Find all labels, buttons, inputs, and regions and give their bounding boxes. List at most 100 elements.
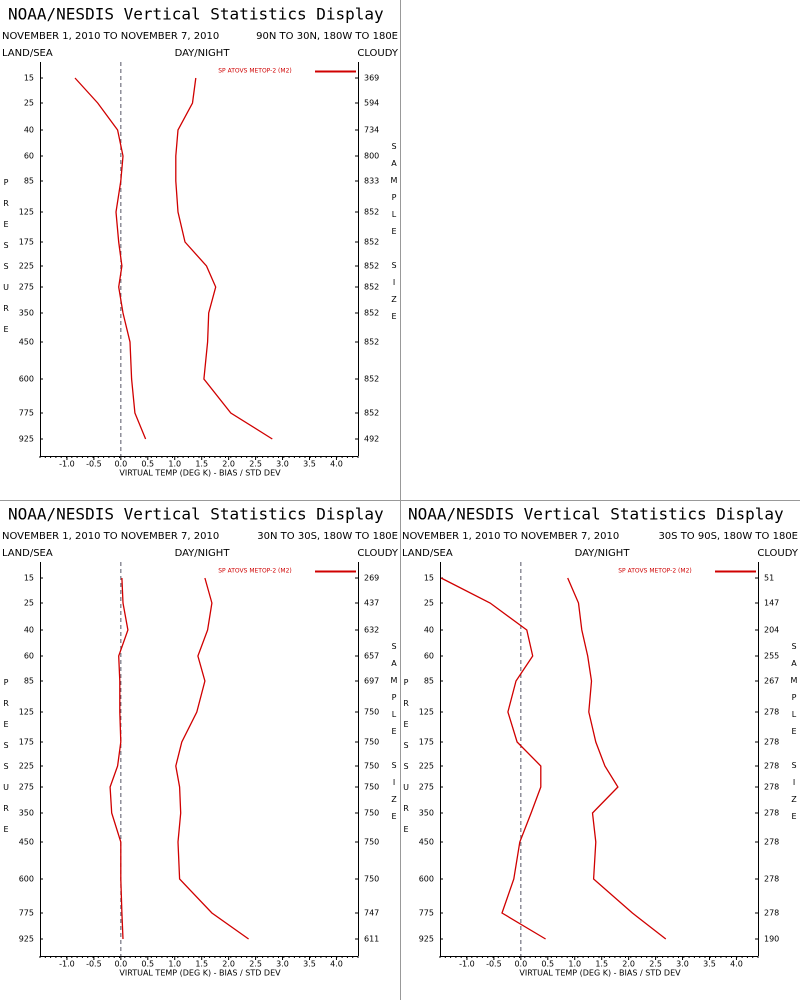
land-sea-label: LAND/SEA bbox=[2, 548, 53, 559]
x-tick-label: 3.5 bbox=[303, 460, 316, 469]
x-tick-label: -0.5 bbox=[86, 460, 102, 469]
sample-size: 852 bbox=[364, 238, 379, 247]
sample-size: 147 bbox=[764, 599, 779, 608]
sample-size: 750 bbox=[364, 809, 379, 818]
sample-size: 594 bbox=[364, 99, 379, 108]
y-tick-label: 600 bbox=[419, 875, 434, 884]
sample-size: 852 bbox=[364, 283, 379, 292]
sample-size: 255 bbox=[764, 652, 779, 661]
sample-size: 269 bbox=[364, 574, 379, 583]
chart-subtitle: NOVEMBER 1, 2010 TO NOVEMBER 7, 2010 bbox=[402, 531, 619, 542]
y-tick-label: 40 bbox=[424, 626, 434, 635]
x-tick-label: 3.0 bbox=[276, 460, 289, 469]
sample-size: 492 bbox=[364, 435, 379, 444]
y-tick-label: 15 bbox=[24, 74, 34, 83]
x-tick-label: 1.0 bbox=[168, 460, 181, 469]
sample-size: 852 bbox=[364, 375, 379, 384]
x-tick-label: 0.5 bbox=[141, 960, 154, 969]
y-tick-label: 925 bbox=[19, 935, 34, 944]
y-tick-label: 25 bbox=[24, 599, 34, 608]
x-tick-label: 4.0 bbox=[330, 960, 343, 969]
y-tick-label: 175 bbox=[19, 738, 34, 747]
y-tick-label: 60 bbox=[24, 152, 34, 161]
y-tick-label: 225 bbox=[419, 762, 434, 771]
x-axis-title: VIRTUAL TEMP (DEG K) - BIAS / STD DEV bbox=[519, 969, 681, 978]
x-tick-label: 3.5 bbox=[303, 960, 316, 969]
chart-title: NOAA/NESDIS Vertical Statistics Display bbox=[8, 5, 384, 24]
x-tick-label: 2.5 bbox=[249, 960, 262, 969]
y-tick-label: 450 bbox=[19, 338, 34, 347]
chart-region: 30S TO 90S, 180W TO 180E bbox=[658, 531, 798, 542]
sample-size: 278 bbox=[764, 875, 779, 884]
chart-subtitle: NOVEMBER 1, 2010 TO NOVEMBER 7, 2010 bbox=[2, 531, 219, 542]
x-tick-label: 2.5 bbox=[249, 460, 262, 469]
day-night-label: DAY/NIGHT bbox=[575, 548, 631, 559]
x-tick-label: -1.0 bbox=[59, 960, 75, 969]
legend-label: SP ATOVS METOP-2 (M2) bbox=[218, 568, 291, 575]
x-tick-label: 0.0 bbox=[114, 960, 127, 969]
sample-size: 750 bbox=[364, 708, 379, 717]
chart-region: 30N TO 30S, 180W TO 180E bbox=[257, 531, 398, 542]
sample-size: 750 bbox=[364, 762, 379, 771]
cloudy-label: CLOUDY bbox=[357, 548, 399, 559]
x-tick-label: 0.5 bbox=[541, 960, 554, 969]
chart-title: NOAA/NESDIS Vertical Statistics Display bbox=[8, 505, 384, 524]
chart-region: 90N TO 30N, 180W TO 180E bbox=[256, 31, 398, 42]
y-tick-label: 275 bbox=[19, 283, 34, 292]
panel: NOAA/NESDIS Vertical Statistics Display N… bbox=[402, 505, 799, 978]
y-tick-label: 40 bbox=[24, 126, 34, 135]
sample-size: 278 bbox=[764, 809, 779, 818]
sample-size: 833 bbox=[364, 177, 379, 186]
cloudy-label: CLOUDY bbox=[357, 48, 399, 59]
y-tick-label: 85 bbox=[424, 677, 434, 686]
sample-size: 852 bbox=[364, 208, 379, 217]
x-tick-label: 0.0 bbox=[514, 960, 527, 969]
y-tick-label: 600 bbox=[19, 875, 34, 884]
panel: NOAA/NESDIS Vertical Statistics Display N… bbox=[2, 505, 399, 978]
y-tick-label: 925 bbox=[19, 435, 34, 444]
sample-size: 750 bbox=[364, 783, 379, 792]
data-line bbox=[109, 577, 129, 940]
land-sea-label: LAND/SEA bbox=[402, 548, 453, 559]
data-line bbox=[440, 577, 546, 940]
x-tick-label: 3.0 bbox=[676, 960, 689, 969]
sample-size: 278 bbox=[764, 838, 779, 847]
y-tick-label: 175 bbox=[419, 738, 434, 747]
x-tick-label: -1.0 bbox=[59, 460, 75, 469]
y-tick-label: 175 bbox=[19, 238, 34, 247]
data-line bbox=[74, 77, 147, 440]
sample-size: 437 bbox=[364, 599, 379, 608]
sample-size: 657 bbox=[364, 652, 379, 661]
x-tick-label: 2.5 bbox=[649, 960, 662, 969]
y-tick-label: 350 bbox=[419, 809, 434, 818]
y-tick-label: 15 bbox=[424, 574, 434, 583]
y-tick-label: 450 bbox=[19, 838, 34, 847]
x-tick-label: 2.0 bbox=[622, 960, 635, 969]
sample-size: 278 bbox=[764, 783, 779, 792]
sample-size: 852 bbox=[364, 309, 379, 318]
sample-size: 697 bbox=[364, 677, 379, 686]
y-tick-label: 60 bbox=[424, 652, 434, 661]
x-tick-label: 1.5 bbox=[195, 960, 208, 969]
sample-size: 611 bbox=[364, 935, 379, 944]
sample-size: 734 bbox=[364, 126, 379, 135]
x-tick-label: 0.0 bbox=[114, 460, 127, 469]
y-tick-label: 15 bbox=[24, 574, 34, 583]
sample-size: 278 bbox=[764, 909, 779, 918]
chart-title: NOAA/NESDIS Vertical Statistics Display bbox=[408, 505, 784, 524]
sample-size: 278 bbox=[764, 762, 779, 771]
y-tick-label: 775 bbox=[419, 909, 434, 918]
y-tick-label: 925 bbox=[419, 935, 434, 944]
x-tick-label: 1.0 bbox=[168, 960, 181, 969]
y-tick-label: 350 bbox=[19, 309, 34, 318]
data-line bbox=[567, 577, 667, 940]
sample-size: 278 bbox=[764, 708, 779, 717]
x-tick-label: 2.0 bbox=[222, 460, 235, 469]
sample-size: 51 bbox=[764, 574, 774, 583]
panel: NOAA/NESDIS Vertical Statistics Display N… bbox=[2, 5, 399, 478]
sample-size: 750 bbox=[364, 738, 379, 747]
x-tick-label: 2.0 bbox=[222, 960, 235, 969]
sample-size: 204 bbox=[764, 626, 779, 635]
